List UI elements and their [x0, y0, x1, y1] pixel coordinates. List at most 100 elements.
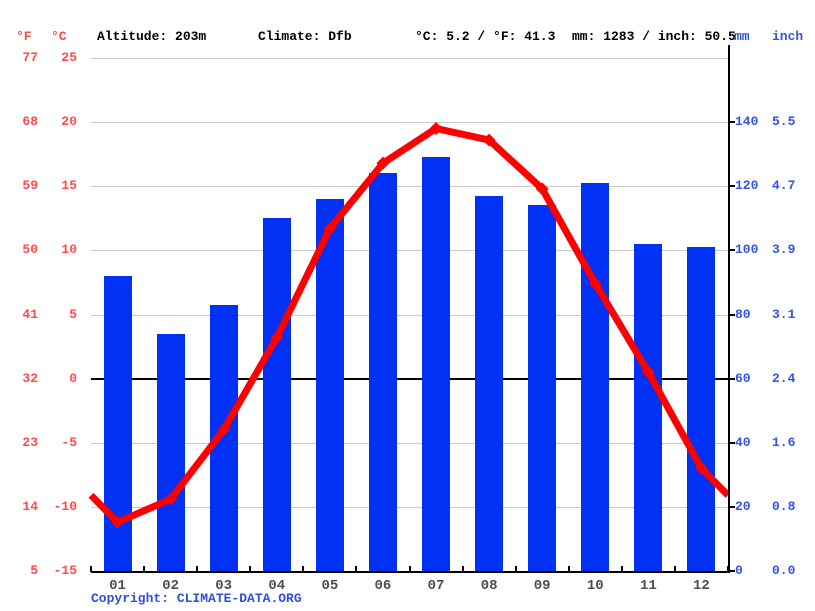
climate-class-label: Climate: Dfb	[258, 29, 352, 44]
month-label: 02	[162, 578, 180, 594]
x-axis-tick	[408, 566, 411, 572]
month-label: 04	[268, 578, 286, 594]
gridline	[91, 442, 728, 444]
celsius-tick-label: 20	[61, 114, 77, 130]
gridline	[91, 58, 728, 59]
temperature-marker	[694, 461, 708, 475]
gridline	[91, 314, 728, 316]
x-axis-tick	[249, 566, 252, 572]
celsius-tick-label: 0	[69, 370, 77, 386]
mm-tick-label: 40	[735, 434, 751, 450]
temperature-marker	[535, 182, 549, 196]
precipitation-bar	[581, 183, 610, 571]
mm-tick-label: 0	[735, 563, 743, 578]
precipitation-bar	[528, 205, 557, 571]
fahrenheit-tick-label: 59	[22, 178, 38, 194]
temperature-marker	[270, 331, 284, 345]
zero-degree-line	[91, 377, 728, 380]
x-axis-tick	[196, 566, 199, 572]
right-axis-tick	[730, 377, 735, 380]
precipitation-bar	[475, 195, 504, 571]
x-axis-tick	[514, 566, 517, 572]
right-axis-tick	[730, 121, 735, 124]
x-axis-tick	[90, 566, 92, 572]
celsius-tick-label: -5	[61, 434, 77, 450]
inch-unit-label: inch	[772, 29, 804, 44]
gridline	[91, 250, 728, 252]
right-axis-tick	[730, 185, 735, 188]
precipitation-bar	[687, 247, 716, 571]
x-axis-tick	[302, 566, 305, 572]
inch-tick-label: 1.6	[772, 434, 796, 450]
inch-tick-label: 0.8	[772, 498, 796, 514]
celsius-unit-label: °C	[51, 29, 67, 44]
temperature-marker	[429, 122, 443, 136]
right-axis-tick	[730, 313, 735, 316]
precipitation-bar	[422, 157, 451, 571]
fahrenheit-tick-label: 50	[22, 242, 38, 258]
precipitation-bar	[634, 243, 663, 571]
fahrenheit-tick-label: 32	[22, 370, 38, 386]
inch-tick-label: 5.5	[772, 114, 796, 130]
mm-tick-label: 140	[735, 114, 759, 130]
total-precip-label: mm: 1283 / inch: 50.5	[572, 29, 736, 44]
x-axis-tick	[567, 566, 570, 572]
month-label: 12	[693, 578, 710, 594]
celsius-tick-label: 10	[61, 242, 77, 258]
gridline	[91, 122, 728, 124]
temperature-marker	[111, 515, 125, 529]
precipitation-bar	[156, 333, 185, 571]
fahrenheit-unit-label: °F	[16, 29, 32, 44]
inch-tick-label: 4.7	[772, 178, 796, 194]
temperature-marker	[588, 277, 602, 291]
temperature-marker	[323, 222, 337, 236]
mm-tick-label: 60	[735, 370, 751, 386]
avg-temp-label: °C: 5.2 / °F: 41.3	[415, 29, 556, 44]
x-axis-tick	[673, 566, 676, 572]
x-axis-tick	[461, 566, 464, 572]
temperature-marker	[164, 492, 178, 506]
x-axis-tick	[355, 566, 358, 572]
mm-unit-label: mm	[734, 29, 750, 44]
right-axis-tick	[730, 249, 735, 252]
right-axis-tick	[730, 570, 735, 572]
fahrenheit-tick-label: 14	[22, 498, 38, 514]
month-label: 10	[586, 578, 604, 594]
mm-tick-label: 100	[735, 242, 759, 258]
month-label: 09	[533, 578, 551, 594]
celsius-tick-label: 15	[61, 178, 77, 194]
precipitation-bar	[262, 218, 291, 571]
right-axis-tick	[730, 505, 735, 508]
temperature-marker	[641, 365, 655, 379]
fahrenheit-tick-label: 5	[30, 563, 38, 578]
right-axis-line	[728, 45, 730, 573]
celsius-tick-label: 25	[61, 50, 77, 65]
precipitation-bar	[315, 199, 344, 571]
inch-tick-label: 2.4	[772, 370, 796, 386]
x-axis-tick	[620, 566, 623, 572]
inch-tick-label: 0.0	[772, 563, 796, 578]
copyright-link[interactable]: CLIMATE-DATA.ORG	[176, 591, 302, 606]
mm-tick-label: 120	[735, 178, 759, 194]
month-label: 11	[639, 578, 657, 594]
month-label: 08	[480, 578, 498, 594]
altitude-label: Altitude: 203m	[97, 29, 207, 44]
inch-tick-label: 3.1	[772, 306, 796, 322]
celsius-tick-label: -15	[53, 563, 77, 578]
month-label: 05	[321, 578, 339, 594]
gridline	[91, 506, 728, 508]
fahrenheit-tick-label: 77	[22, 50, 38, 65]
temperature-marker	[376, 156, 390, 170]
mm-tick-label: 80	[735, 306, 751, 322]
fahrenheit-tick-label: 68	[22, 114, 38, 130]
temperature-marker	[482, 133, 496, 147]
month-label: 03	[215, 578, 233, 594]
celsius-tick-label: -10	[53, 498, 77, 514]
inch-tick-label: 3.9	[772, 242, 796, 258]
month-label: 07	[427, 578, 445, 594]
temperature-polyline	[88, 125, 731, 526]
temperature-marker	[217, 423, 231, 437]
fahrenheit-tick-label: 41	[22, 306, 38, 322]
mm-tick-label: 20	[735, 498, 751, 514]
